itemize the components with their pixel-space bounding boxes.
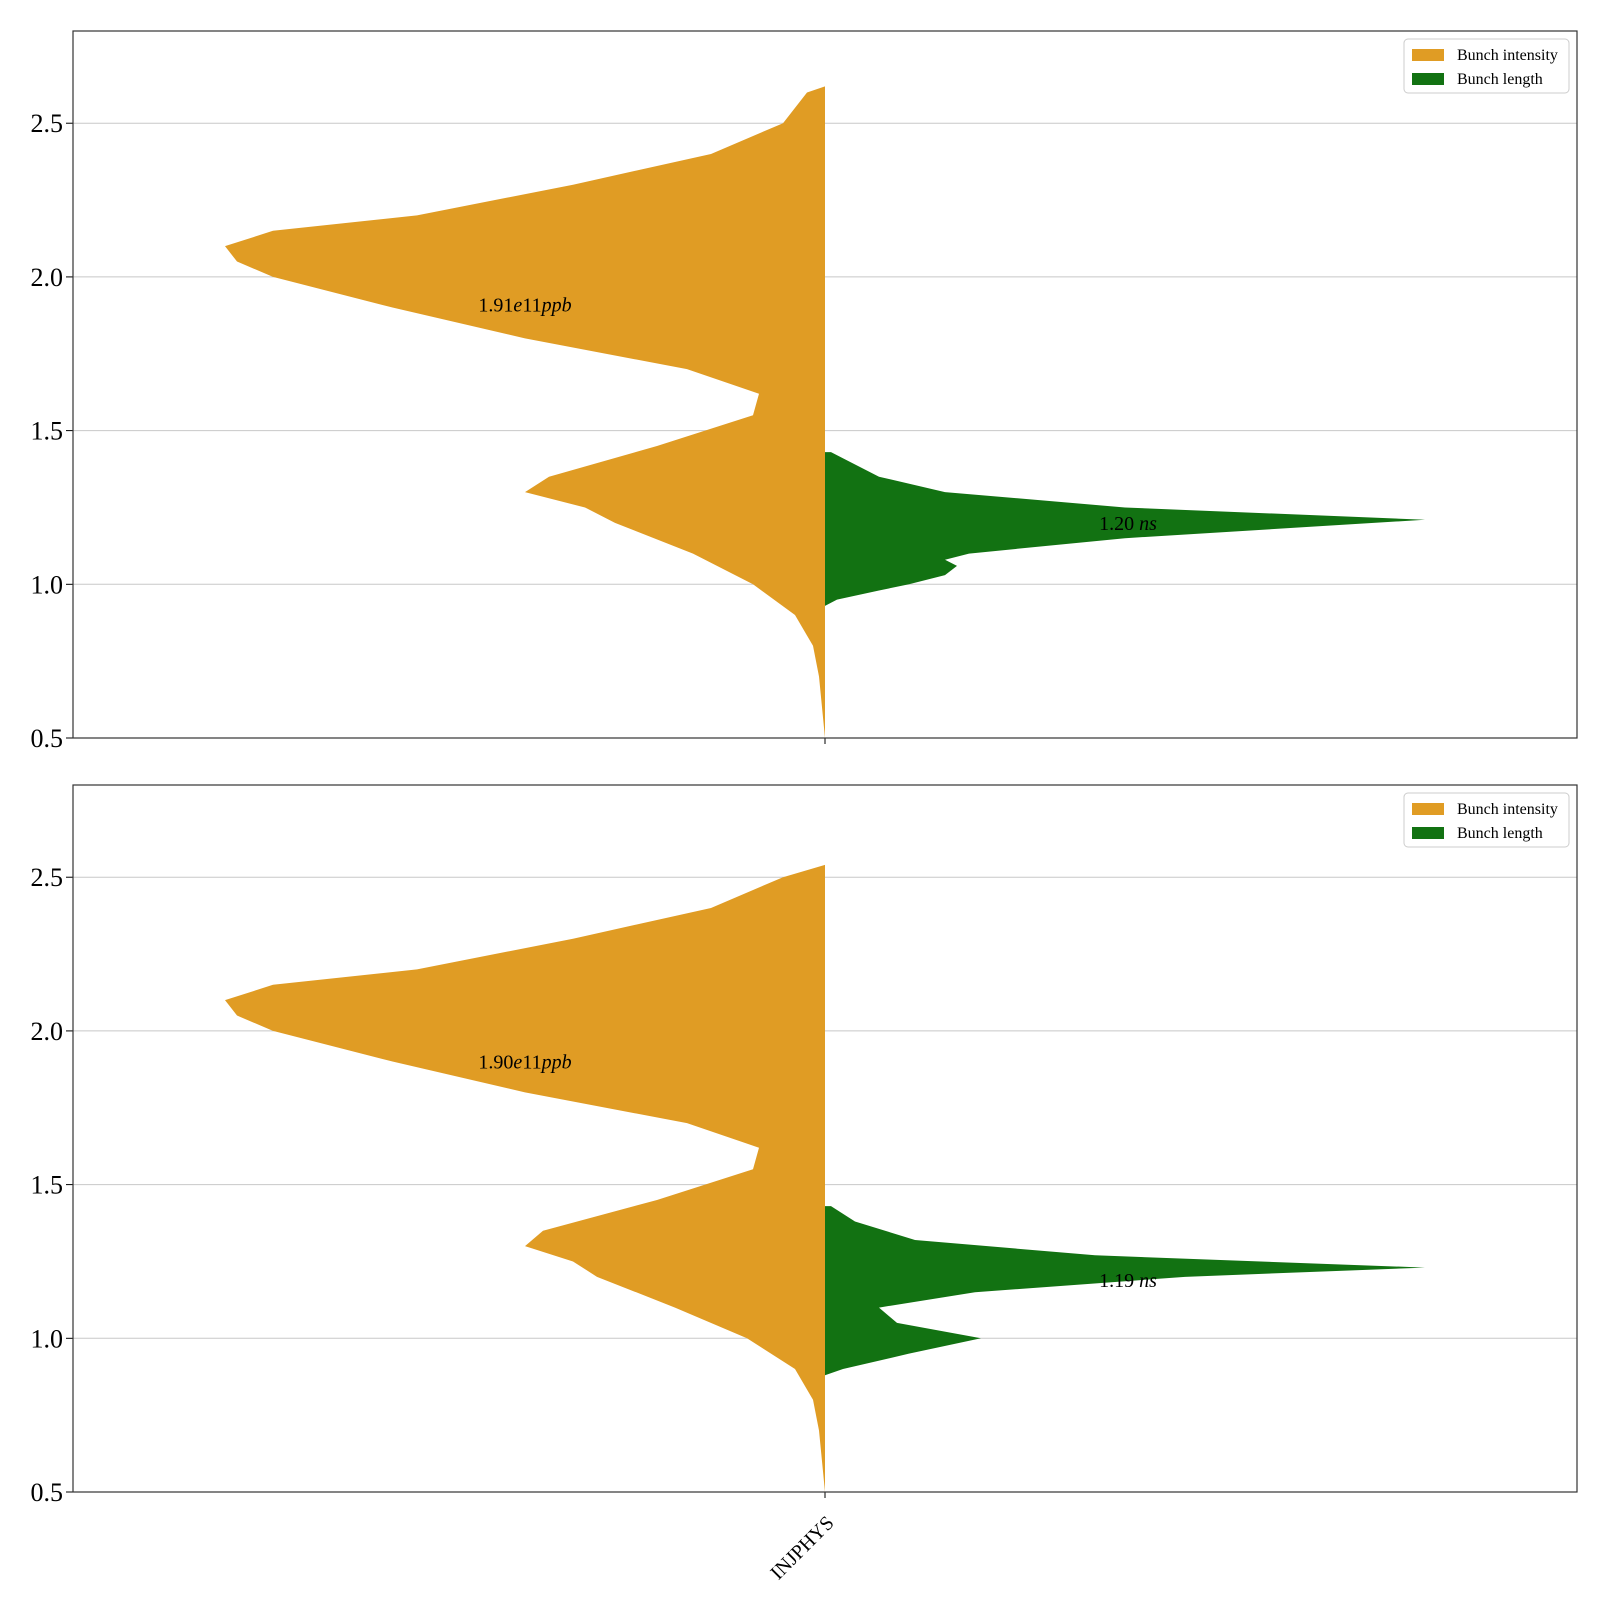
median-label-part: 11 [522,1052,541,1074]
y-tick-label: 1.0 [31,1324,64,1353]
median-label-part: ns [1139,513,1157,535]
median-label-part: 11 [522,295,541,317]
legend-swatch [1412,73,1444,85]
legend: Bunch intensity Bunch length [1403,38,1570,94]
median-label-part: 1.19 [1099,1270,1139,1292]
legend-entry: Bunch intensity [1457,47,1558,64]
y-tick-label: 2.0 [31,263,64,292]
y-tick-label: 0.5 [31,724,64,753]
median-label-part: 1.91 [478,295,513,317]
axes-frame [72,784,1578,1493]
legend-entry: Bunch length [1457,71,1543,88]
violin-bunch-length [825,1206,1425,1376]
median-label: 1.90e11ppb [478,1052,571,1074]
y-tick-label: 2.5 [31,109,64,138]
legend-swatch [1412,827,1444,839]
violin-bunch-intensity [225,86,825,738]
legend: Bunch intensity Bunch length [1403,792,1570,848]
median-label-part: ppb [540,1052,572,1074]
legend-box [1403,792,1570,848]
chart-panel-2: 0.5 1.0 1.5 2.0 2.5 1.90e11ppb 1.19 ns Bunch in… [31,784,1578,1584]
median-label-part: 1.20 [1099,513,1139,535]
x-category-label: INJPHYS [766,1512,838,1584]
y-tick-label: 2.5 [31,863,64,892]
median-label: 1.91e11ppb [478,295,571,317]
legend-box [1403,38,1570,94]
y-tick-label: 1.0 [31,570,64,599]
median-label: 1.20 ns [1099,513,1157,535]
median-label-part: ppb [540,295,572,317]
legend-swatch [1412,49,1444,61]
median-label: 1.19 ns [1099,1270,1157,1292]
legend-entry: Bunch length [1457,825,1543,842]
violin-bunch-intensity [225,864,825,1492]
median-label-part: 1.90 [478,1052,513,1074]
chart-panel-1: 0.5 1.0 1.5 2.0 2.5 1.91e11ppb 1.20 ns Bunch in… [31,30,1578,753]
y-tick-label: 0.5 [31,1478,64,1507]
y-tick-label: 1.5 [31,417,64,446]
violin-bunch-length [825,452,1425,606]
median-label-part: e [513,1052,522,1074]
y-tick-label: 2.0 [31,1017,64,1046]
legend-swatch [1412,803,1444,815]
axes-frame [72,30,1578,739]
y-tick-label: 1.5 [31,1171,64,1200]
median-label-part: ns [1139,1270,1157,1292]
legend-entry: Bunch intensity [1457,801,1558,818]
median-label-part: e [513,295,522,317]
